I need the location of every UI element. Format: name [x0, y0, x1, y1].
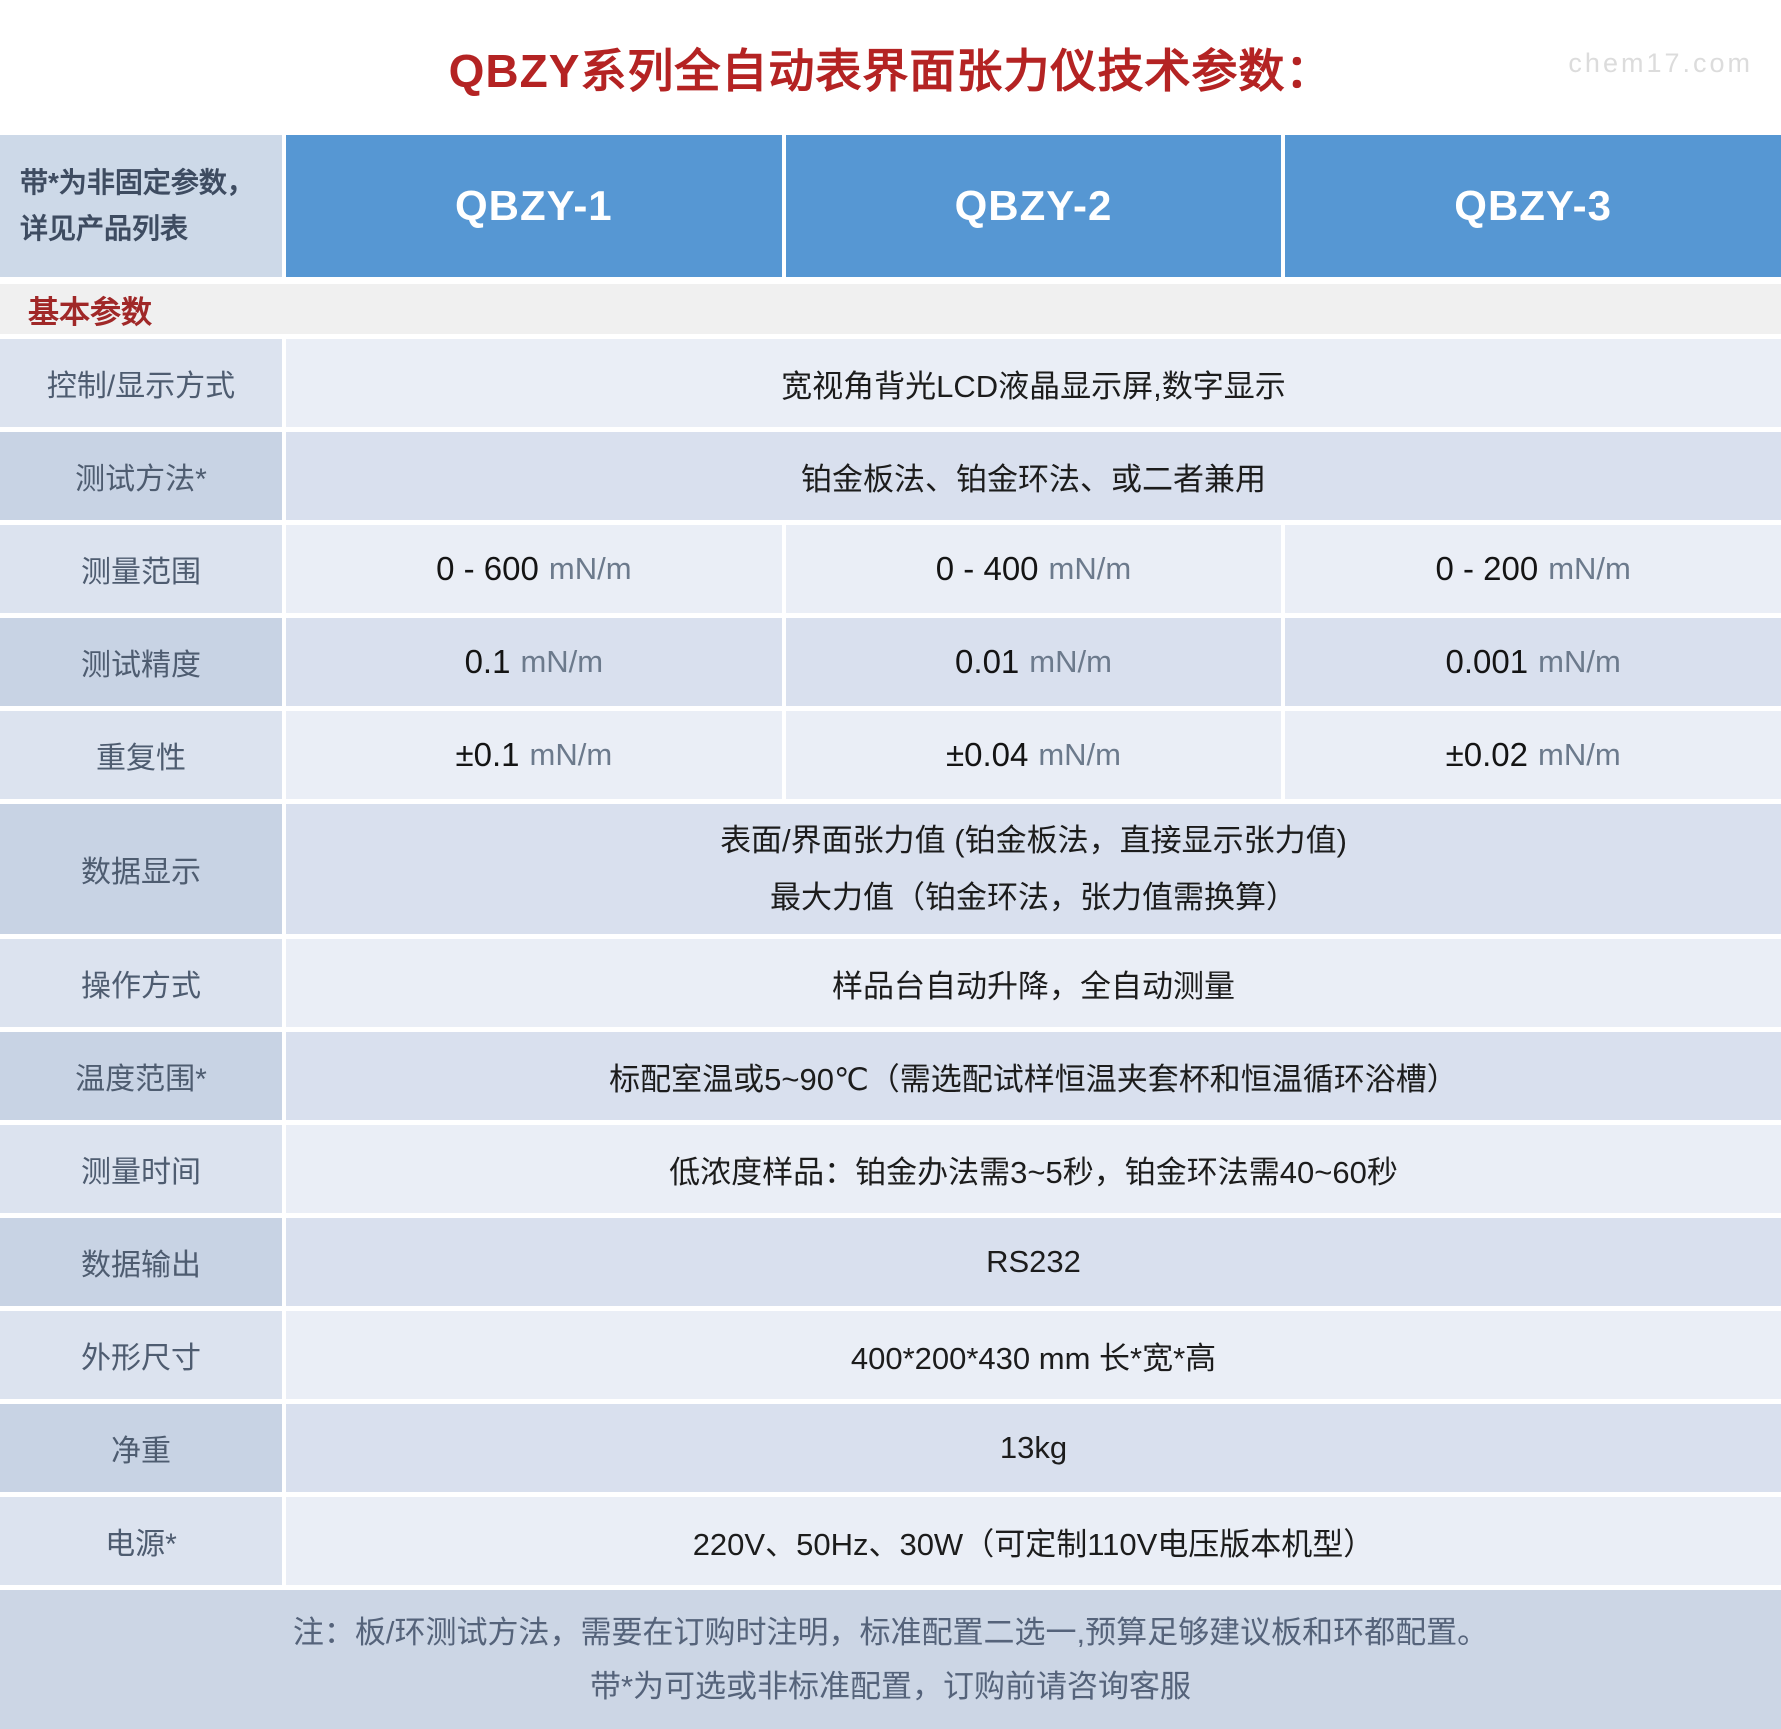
row-value-line1: 表面/界面张力值 (铂金板法，直接显示张力值) — [720, 823, 1347, 858]
table-row-test-accuracy: 测试精度 0.1 mN/m 0.01 mN/m 0.001 mN/m — [0, 618, 1781, 706]
column-header-qbzy-1: QBZY-1 — [286, 135, 782, 277]
row-label: 净重 — [0, 1404, 282, 1492]
table-row-control-display: 控制/显示方式 宽视角背光LCD液晶显示屏,数字显示 — [0, 339, 1781, 427]
row-value: 表面/界面张力值 (铂金板法，直接显示张力值) 最大力值（铂金环法，张力值需换算… — [286, 804, 1781, 934]
value-unit: mN/m — [1038, 737, 1121, 772]
value-number: 0.001 — [1445, 643, 1529, 680]
row-value-qbzy1: 0 - 600 mN/m — [286, 525, 782, 613]
row-label: 数据显示 — [0, 804, 282, 934]
row-label: 测试方法* — [0, 432, 282, 520]
value-number: 0 - 400 — [935, 550, 1039, 587]
row-label: 温度范围* — [0, 1032, 282, 1120]
value-number: ±0.02 — [1445, 736, 1528, 773]
table-row-dimensions: 外形尺寸 400*200*430 mm 长*宽*高 — [0, 1311, 1781, 1399]
value-unit: mN/m — [529, 737, 613, 772]
row-value-qbzy1: ±0.1 mN/m — [286, 711, 782, 799]
row-label: 控制/显示方式 — [0, 339, 282, 427]
row-value-qbzy3: 0 - 200 mN/m — [1285, 525, 1781, 613]
row-value-qbzy2: ±0.04 mN/m — [785, 711, 1282, 799]
row-label: 重复性 — [0, 711, 282, 799]
table-row-temperature-range: 温度范围* 标配室温或5~90℃（需选配试样恒温夹套杯和恒温循环浴槽） — [0, 1032, 1781, 1120]
value-number: ±0.1 — [455, 736, 520, 773]
row-value: 400*200*430 mm 长*宽*高 — [286, 1311, 1781, 1399]
row-value-qbzy3: 0.001 mN/m — [1285, 618, 1781, 706]
row-value: 铂金板法、铂金环法、或二者兼用 — [286, 432, 1781, 520]
value-number: 0 - 200 — [1435, 550, 1539, 587]
watermark: chem17.com — [1568, 48, 1753, 78]
title-bar: QBZY系列全自动表界面张力仪技术参数： chem17.com — [0, 0, 1781, 135]
row-value: 13kg — [286, 1404, 1781, 1492]
value-unit: mN/m — [520, 644, 604, 679]
header-note-line2: 详见产品列表 — [20, 213, 189, 244]
row-value: 低浓度样品：铂金办法需3~5秒，铂金环法需40~60秒 — [286, 1125, 1781, 1213]
table-row-data-display: 数据显示 表面/界面张力值 (铂金板法，直接显示张力值) 最大力值（铂金环法，张… — [0, 804, 1781, 934]
value-unit: mN/m — [1538, 644, 1621, 679]
column-header-qbzy-2: QBZY-2 — [785, 135, 1282, 277]
row-label: 外形尺寸 — [0, 1311, 282, 1399]
value-unit: mN/m — [1538, 737, 1621, 772]
column-header-qbzy-3: QBZY-3 — [1285, 135, 1781, 277]
row-label: 数据输出 — [0, 1218, 282, 1306]
row-label: 电源* — [0, 1497, 282, 1585]
table-row-power: 电源* 220V、50Hz、30W（可定制110V电压版本机型） — [0, 1497, 1781, 1585]
row-value: 220V、50Hz、30W（可定制110V电压版本机型） — [286, 1497, 1781, 1585]
table-row-net-weight: 净重 13kg — [0, 1404, 1781, 1492]
table-row-measure-range: 测量范围 0 - 600 mN/m 0 - 400 mN/m 0 - 200 m… — [0, 525, 1781, 613]
value-number: 0.01 — [955, 643, 1020, 680]
table-row-measure-time: 测量时间 低浓度样品：铂金办法需3~5秒，铂金环法需40~60秒 — [0, 1125, 1781, 1213]
row-label: 测量范围 — [0, 525, 282, 613]
row-label: 操作方式 — [0, 939, 282, 1027]
value-number: ±0.04 — [945, 736, 1029, 773]
value-unit: mN/m — [548, 551, 632, 586]
footer-note: 注：板/环测试方法，需要在订购时注明，标准配置二选一,预算足够建议板和环都配置。… — [0, 1590, 1781, 1729]
footer-note-line2: 带*为可选或非标准配置，订购前请咨询客服 — [589, 1668, 1192, 1704]
table-row-operation-mode: 操作方式 样品台自动升降，全自动测量 — [0, 939, 1781, 1027]
header-note-cell: 带*为非固定参数， 详见产品列表 — [0, 135, 282, 277]
row-value: 宽视角背光LCD液晶显示屏,数字显示 — [286, 339, 1781, 427]
table-row-repeatability: 重复性 ±0.1 mN/m ±0.04 mN/m ±0.02 mN/m — [0, 711, 1781, 799]
row-value-line2: 最大力值（铂金环法，张力值需换算） — [770, 880, 1297, 915]
footer-note-line1: 注：板/环测试方法，需要在订购时注明，标准配置二选一,预算足够建议板和环都配置。 — [292, 1614, 1489, 1650]
table-row-data-output: 数据输出 RS232 — [0, 1218, 1781, 1306]
row-label: 测试精度 — [0, 618, 282, 706]
table-row-test-method: 测试方法* 铂金板法、铂金环法、或二者兼用 — [0, 432, 1781, 520]
header-note-line1: 带*为非固定参数， — [20, 167, 255, 198]
row-value-qbzy2: 0.01 mN/m — [785, 618, 1282, 706]
value-unit: mN/m — [1029, 644, 1112, 679]
value-number: 0 - 600 — [436, 550, 539, 587]
row-value: 标配室温或5~90℃（需选配试样恒温夹套杯和恒温循环浴槽） — [286, 1032, 1781, 1120]
row-value-qbzy1: 0.1 mN/m — [286, 618, 782, 706]
value-number: 0.1 — [464, 643, 511, 680]
page-title: QBZY系列全自动表界面张力仪技术参数： — [448, 44, 1333, 97]
row-value: RS232 — [286, 1218, 1781, 1306]
table-header-row: 带*为非固定参数， 详见产品列表 QBZY-1 QBZY-2 QBZY-3 — [0, 135, 1781, 277]
spec-table: 带*为非固定参数， 详见产品列表 QBZY-1 QBZY-2 QBZY-3 基本… — [0, 135, 1781, 1729]
row-value-qbzy2: 0 - 400 mN/m — [785, 525, 1282, 613]
row-label: 测量时间 — [0, 1125, 282, 1213]
section-label: 基本参数 — [28, 294, 152, 330]
row-value: 样品台自动升降，全自动测量 — [286, 939, 1781, 1027]
section-header-row: 基本参数 — [0, 284, 1781, 334]
value-unit: mN/m — [1048, 551, 1132, 586]
row-value-qbzy3: ±0.02 mN/m — [1285, 711, 1781, 799]
value-unit: mN/m — [1548, 551, 1631, 586]
